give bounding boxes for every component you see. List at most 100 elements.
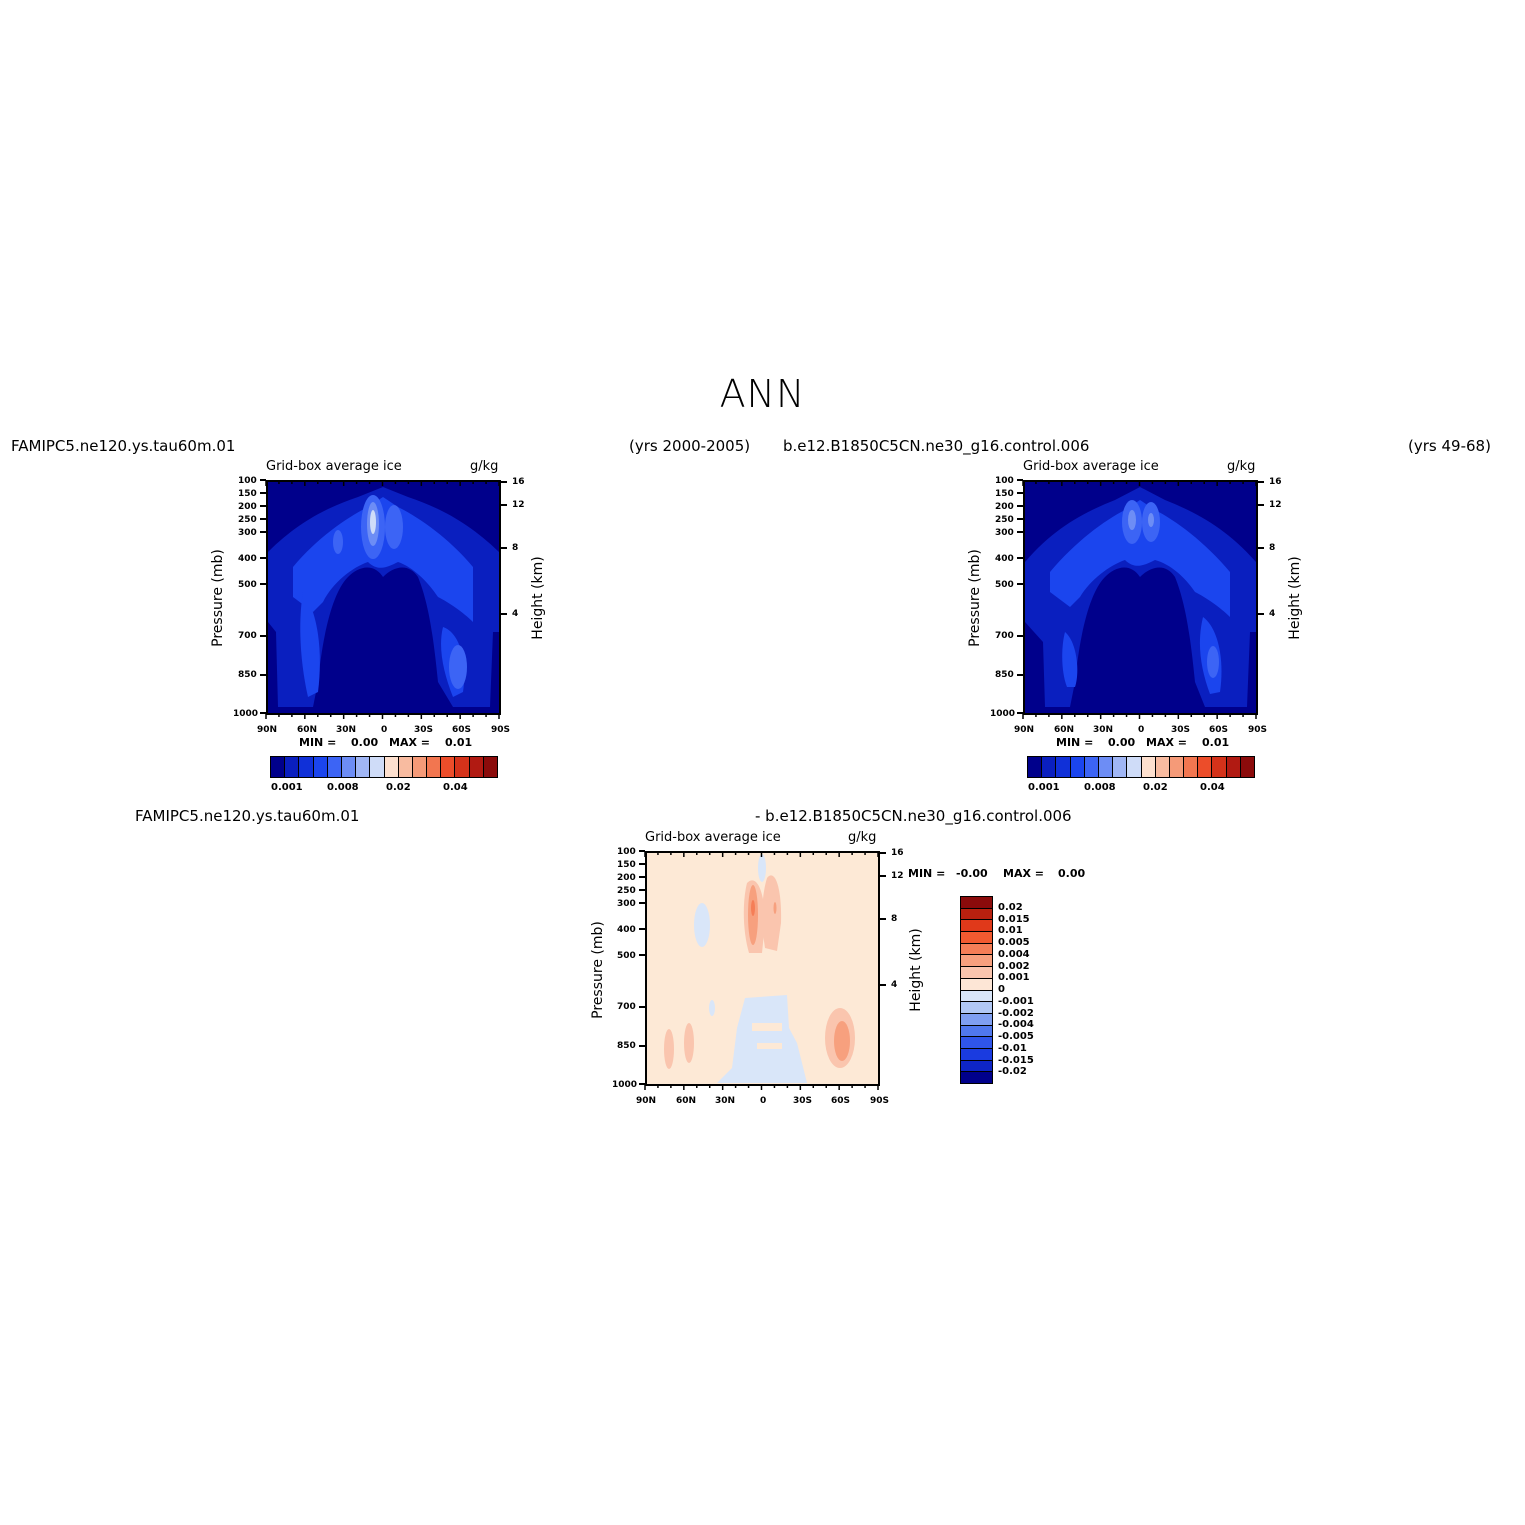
p2-min-text: MIN =: [1056, 736, 1094, 749]
panel1-core-a3: [370, 510, 376, 534]
p3-lattick: 60S: [831, 1096, 851, 1106]
colorbar-swatch: [1056, 757, 1071, 777]
colorbar-swatch: [961, 943, 992, 956]
p2-lattick: 90S: [1248, 725, 1268, 735]
p2-lattick: 60S: [1209, 725, 1229, 735]
p3-min-val: -0.00: [956, 867, 988, 880]
panel3-positive-d: [664, 1029, 674, 1069]
p1-lattick: 90N: [257, 725, 278, 735]
colorbar-swatch: [483, 757, 497, 777]
colorbar-swatch: [961, 978, 992, 991]
colorbar-swatch: [299, 757, 314, 777]
colorbar-swatch: [1113, 757, 1128, 777]
colorbar-swatch: [1141, 757, 1156, 777]
p1-min-text: MIN =: [299, 736, 337, 749]
colorbar-swatch: [384, 757, 399, 777]
panel1-ylabel-right: Height (km): [530, 556, 546, 640]
p3-ptick: 400: [617, 925, 636, 935]
p2-htick: 4: [1269, 609, 1276, 619]
p2-max-val: 0.01: [1202, 736, 1230, 749]
p2-lattick: 0: [1138, 725, 1145, 735]
colorbar-swatch: [961, 967, 992, 979]
colorbar-swatch: [1155, 757, 1170, 777]
p3-ptick: 700: [617, 1002, 636, 1012]
colorbar-swatch: [961, 1025, 992, 1038]
colorbar-swatch: [961, 908, 992, 921]
panel3-positive-c2: [834, 1021, 850, 1061]
p1-lattick: 60N: [297, 725, 318, 735]
p3-htick: 8: [891, 914, 898, 924]
panel3-mixed-band: [757, 1043, 782, 1049]
panel1-core-c: [449, 645, 467, 689]
colorbar-label: 0.002: [998, 960, 1030, 972]
p2-ptick: 100: [995, 476, 1014, 486]
panel3-positive-a3: [751, 900, 755, 916]
colorbar-label: -0.002: [998, 1007, 1034, 1019]
colorbar-swatch: [271, 757, 286, 777]
p1-htick: 16: [512, 477, 525, 487]
p1-htick: 12: [512, 500, 525, 510]
panel3-case-b: - b.e12.B1850C5CN.ne30_g16.control.006: [755, 807, 1072, 825]
colorbar-swatch: [398, 757, 413, 777]
p1-cbar-label: 0.04: [443, 782, 468, 793]
panel2-case-name: b.e12.B1850C5CN.ne30_g16.control.006: [783, 437, 1090, 455]
p2-cbar-label: 0.02: [1143, 782, 1168, 793]
p3-lattick: 30N: [715, 1096, 736, 1106]
colorbar-label: 0: [998, 984, 1005, 995]
p1-cbar-label: 0.02: [386, 782, 411, 793]
p2-ptick: 250: [995, 515, 1014, 525]
colorbar-label: -0.004: [998, 1019, 1034, 1031]
panel3-positive-b2: [773, 902, 777, 914]
colorbar-swatch: [313, 757, 328, 777]
panel3-case-a: FAMIPC5.ne120.ys.tau60m.01: [135, 807, 360, 825]
colorbar-swatch: [961, 990, 992, 1003]
p3-max-val: 0.00: [1058, 867, 1086, 880]
colorbar-swatch: [1240, 757, 1254, 777]
panel1-core-d: [333, 530, 343, 554]
colorbar-swatch: [285, 757, 300, 777]
p1-ptick: 500: [238, 580, 257, 590]
p1-lattick: 30N: [336, 725, 357, 735]
p1-min-val: 0.00: [351, 736, 379, 749]
panel2-contour-level2: [1050, 500, 1230, 617]
p3-lattick: 60N: [676, 1096, 697, 1106]
colorbar-label: 0.015: [998, 913, 1030, 925]
colorbar-swatch: [961, 1048, 992, 1061]
colorbar-swatch: [1198, 757, 1213, 777]
p1-cbar-label: 0.008: [327, 782, 359, 793]
panel3-plot-area: [645, 851, 880, 1086]
colorbar-swatch: [1212, 757, 1227, 777]
colorbar-swatch: [427, 757, 442, 777]
p3-lattick: 90S: [870, 1096, 890, 1106]
p3-ptick: 150: [617, 860, 636, 870]
p1-lattick: 60S: [452, 725, 472, 735]
p3-ptick: 850: [617, 1041, 636, 1051]
colorbar-label: 0.01: [998, 925, 1023, 937]
p2-cbar-label: 0.001: [1028, 782, 1060, 793]
p2-lattick: 30S: [1171, 725, 1191, 735]
panel2-units: g/kg: [1227, 459, 1256, 474]
panel2-core-b2: [1148, 513, 1154, 527]
colorbar-label: 0.001: [998, 972, 1030, 984]
p2-max-text: MAX =: [1146, 736, 1187, 749]
panel3-negative-region: [717, 995, 807, 1083]
panel2-contours: [1025, 487, 1256, 707]
p3-min-text: MIN =: [908, 867, 946, 880]
panel3-negative-small: [709, 1000, 715, 1016]
colorbar-swatch: [469, 757, 484, 777]
p1-ptick: 250: [238, 515, 257, 525]
p2-ptick: 200: [995, 502, 1014, 512]
panel1-contour-level2b: [300, 592, 320, 697]
panel1-ylabel: Pressure (mb): [210, 549, 226, 647]
p1-ptick: 1000: [233, 709, 259, 719]
p2-htick: 16: [1269, 477, 1282, 487]
p2-cbar-label: 0.04: [1200, 782, 1225, 793]
p2-min-val: 0.00: [1108, 736, 1136, 749]
p1-ptick: 700: [238, 631, 257, 641]
colorbar-swatch: [961, 955, 992, 968]
panel2-colorbar: [1027, 756, 1255, 778]
p2-lattick: 90N: [1014, 725, 1035, 735]
p2-ptick: 850: [995, 670, 1014, 680]
panel1-colorbar: [270, 756, 498, 778]
colorbar-swatch: [961, 1013, 992, 1026]
